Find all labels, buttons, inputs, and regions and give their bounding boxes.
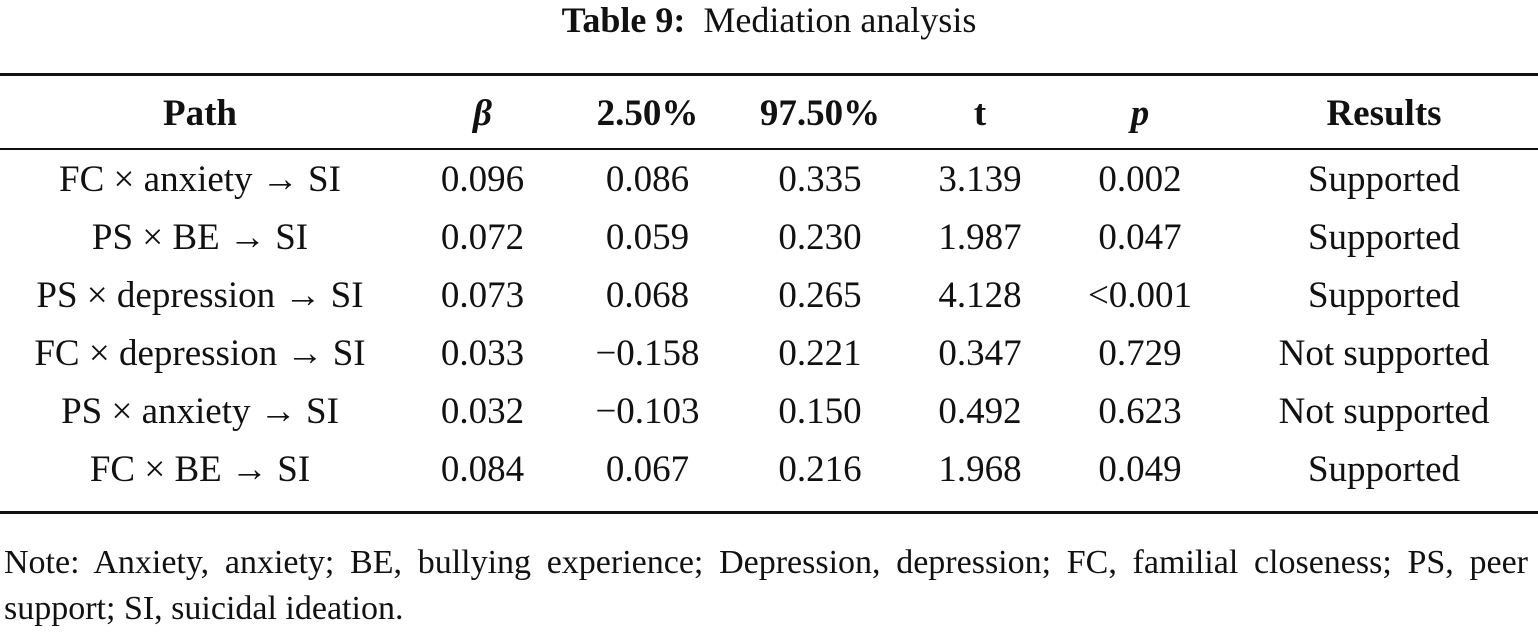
- t-cell: 0.347: [938, 332, 1022, 374]
- beta-cell: 0.072: [440, 216, 525, 258]
- p-cell: 0.049: [1098, 448, 1182, 490]
- path-cell: FC × depression → SI: [34, 332, 366, 374]
- result-cell: Supported: [1307, 274, 1461, 316]
- path-cell: PS × BE → SI: [91, 216, 309, 258]
- beta-cell: 0.096: [440, 158, 525, 200]
- t-cell: 4.128: [938, 274, 1022, 316]
- ci-upper-cell: 0.335: [778, 158, 862, 200]
- ci-upper-cell: 0.221: [778, 332, 862, 374]
- beta-cell: 0.073: [440, 274, 525, 316]
- table-caption: Table 9: Mediation analysis: [0, 0, 1538, 40]
- column-header-results: Results: [1326, 92, 1442, 134]
- mediation-table: Path β 2.50% 97.50% t p Results FC × anx…: [0, 78, 1538, 498]
- p-cell: 0.623: [1098, 390, 1182, 432]
- table-row: FC × depression → SI 0.033 −0.158 0.221 …: [0, 324, 1538, 382]
- ci-lower-cell: 0.059: [605, 216, 690, 258]
- column-header-ci-lower: 2.50%: [596, 92, 699, 134]
- table-note: Note: Anxiety, anxiety; BE, bullying exp…: [4, 544, 1528, 627]
- column-header-path: Path: [163, 92, 237, 134]
- table-row: PS × depression → SI 0.073 0.068 0.265 4…: [0, 266, 1538, 324]
- caption-title: Mediation analysis: [703, 0, 977, 40]
- header-row: Path β 2.50% 97.50% t p Results: [0, 78, 1538, 148]
- bottom-rule: [0, 511, 1538, 514]
- result-cell: Not supported: [1278, 332, 1490, 374]
- ci-upper-cell: 0.216: [778, 448, 862, 490]
- path-cell: FC × anxiety → SI: [59, 158, 341, 200]
- result-cell: Supported: [1307, 158, 1461, 200]
- p-cell: 0.002: [1098, 158, 1182, 200]
- ci-upper-cell: 0.230: [778, 216, 862, 258]
- ci-lower-cell: −0.158: [595, 332, 700, 374]
- t-cell: 1.987: [938, 216, 1022, 258]
- table-row: FC × BE → SI 0.084 0.067 0.216 1.968 0.0…: [0, 440, 1538, 498]
- ci-upper-cell: 0.150: [778, 390, 862, 432]
- ci-upper-cell: 0.265: [778, 274, 862, 316]
- t-cell: 1.968: [938, 448, 1022, 490]
- ci-lower-cell: 0.068: [605, 274, 690, 316]
- column-header-t: t: [973, 92, 987, 134]
- header-rule: [0, 148, 1538, 150]
- p-cell: 0.729: [1098, 332, 1182, 374]
- result-cell: Supported: [1307, 448, 1461, 490]
- beta-cell: 0.084: [440, 448, 525, 490]
- ci-lower-cell: 0.086: [605, 158, 690, 200]
- ci-lower-cell: −0.103: [595, 390, 700, 432]
- column-header-ci-upper: 97.50%: [759, 92, 881, 134]
- p-cell: <0.001: [1087, 274, 1193, 316]
- result-cell: Supported: [1307, 216, 1461, 258]
- table-row: PS × BE → SI 0.072 0.059 0.230 1.987 0.0…: [0, 208, 1538, 266]
- t-cell: 3.139: [938, 158, 1022, 200]
- t-cell: 0.492: [938, 390, 1022, 432]
- column-header-p: p: [1130, 92, 1150, 134]
- path-cell: PS × anxiety → SI: [61, 390, 339, 432]
- beta-cell: 0.033: [440, 332, 525, 374]
- path-cell: PS × depression → SI: [36, 274, 364, 316]
- top-rule: [0, 73, 1538, 76]
- p-cell: 0.047: [1098, 216, 1182, 258]
- beta-cell: 0.032: [440, 390, 525, 432]
- table-row: PS × anxiety → SI 0.032 −0.103 0.150 0.4…: [0, 382, 1538, 440]
- result-cell: Not supported: [1278, 390, 1490, 432]
- caption-label: Table 9:: [561, 0, 686, 40]
- column-header-beta: β: [473, 92, 492, 134]
- path-cell: FC × BE → SI: [89, 448, 311, 490]
- table-row: FC × anxiety → SI 0.096 0.086 0.335 3.13…: [0, 148, 1538, 208]
- ci-lower-cell: 0.067: [605, 448, 690, 490]
